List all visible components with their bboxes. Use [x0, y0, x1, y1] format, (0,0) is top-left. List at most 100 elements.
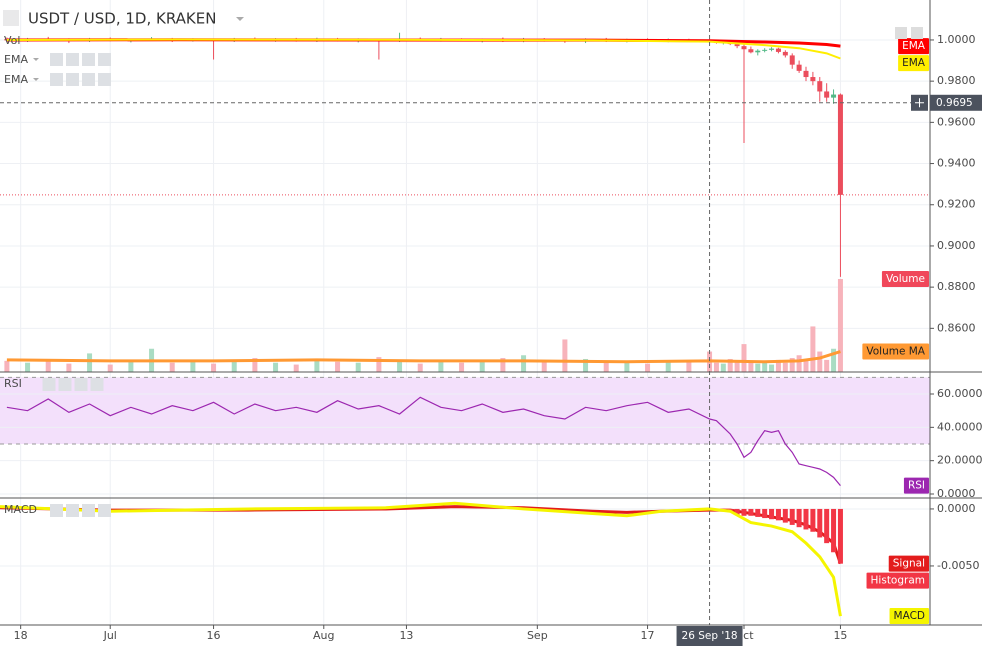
- legend-button[interactable]: [90, 378, 104, 391]
- volume-bar: [755, 363, 761, 372]
- grid-layer: [0, 0, 930, 625]
- series-tag-bg: [898, 38, 929, 55]
- volume-bar: [417, 363, 423, 372]
- histogram-bar: [796, 508, 802, 528]
- volume-bar: [66, 363, 72, 372]
- volume-bar: [521, 355, 527, 372]
- legend-button[interactable]: [98, 73, 111, 86]
- volume-bar: [4, 360, 10, 372]
- y-tick-label: 0.0000: [937, 502, 976, 515]
- legend-menu[interactable]: [33, 78, 39, 81]
- volume-bar: [727, 358, 733, 372]
- pane-button[interactable]: [895, 27, 907, 39]
- series-tag-bg: [862, 343, 929, 360]
- y-tick-label: 40.0000: [937, 420, 982, 433]
- series-tag-bg: [881, 271, 929, 287]
- legend-button[interactable]: [50, 53, 63, 66]
- pane-button[interactable]: [911, 27, 923, 39]
- axis-layer: 18 Jul 16 Aug 13 Sep 17 Oct 151.00000.98000.9600…: [14, 33, 982, 646]
- crosshair-plus[interactable]: [915, 98, 924, 108]
- indicator-legend: EMA: [4, 73, 28, 86]
- volume-bar: [796, 355, 802, 372]
- candle-body: [803, 70, 809, 78]
- legend-button[interactable]: [58, 378, 72, 391]
- histogram-bar: [824, 508, 830, 544]
- volume-bar: [624, 360, 630, 372]
- series-tag: EMA: [902, 40, 926, 52]
- y-tick-label: 20.0000: [937, 454, 982, 467]
- series-tag: EMA: [902, 57, 926, 69]
- volume-bar: [734, 361, 740, 372]
- candle-body: [4, 38, 10, 41]
- legend-button[interactable]: [66, 53, 79, 66]
- symbol-icon[interactable]: [3, 10, 19, 26]
- volume-bar: [720, 363, 726, 372]
- pane-title: Vol: [4, 34, 20, 47]
- candle-body: [810, 77, 816, 82]
- crosshair-y-label-bg: [930, 94, 982, 111]
- rsi-band: [0, 377, 930, 444]
- volume-bar: [782, 362, 788, 372]
- candle-body: [837, 94, 843, 195]
- legend-button[interactable]: [50, 73, 63, 86]
- candle-body: [789, 55, 795, 65]
- histogram-bar: [762, 508, 768, 519]
- volume-bar: [25, 362, 31, 372]
- x-tick-label: Aug: [313, 629, 334, 642]
- legend-button[interactable]: [66, 504, 79, 517]
- legend-button[interactable]: [42, 378, 56, 391]
- volume-bar: [355, 362, 361, 372]
- pane-title: RSI: [4, 377, 22, 390]
- y-tick-label: 0.8600: [937, 321, 976, 334]
- series-tag-bg: [888, 555, 929, 572]
- legend-button[interactable]: [82, 504, 95, 517]
- y-tick-label: 0.9200: [937, 198, 976, 211]
- histogram-bar: [837, 508, 843, 564]
- legend-button[interactable]: [82, 53, 95, 66]
- legend-button[interactable]: [74, 378, 88, 391]
- volume-bar: [562, 339, 568, 372]
- histogram-bar: [789, 508, 795, 525]
- volume-bar: [397, 360, 403, 372]
- volume-bar: [775, 359, 781, 372]
- overlay-layer: Vol EMA EMA RSI MACD: [0, 0, 930, 625]
- candle-body: [831, 94, 837, 98]
- candle-body: [775, 48, 781, 52]
- x-tick-label: 18: [14, 629, 28, 642]
- series-tag: Volume: [886, 273, 925, 285]
- y-tick-label: 0.0000: [937, 487, 976, 500]
- legend-button[interactable]: [66, 73, 79, 86]
- volume-bar: [252, 358, 258, 372]
- crosshair-x-label-bg: [676, 626, 743, 646]
- candle-body: [748, 49, 754, 53]
- volume-bar: [645, 363, 651, 372]
- candle-body: [741, 46, 747, 50]
- series-tag-bg: [889, 608, 929, 624]
- y-tick-label: 60.0000: [937, 387, 982, 400]
- volume-bar: [45, 358, 51, 372]
- volume-bar: [686, 359, 692, 372]
- y-tick-label: 1.0000: [937, 33, 976, 46]
- volume-ma-line: [6, 350, 841, 364]
- title-menu[interactable]: [236, 17, 244, 21]
- legend-button[interactable]: [98, 504, 111, 517]
- crosshair-y-label: 0.9695: [936, 97, 973, 109]
- legend-button[interactable]: [98, 53, 111, 66]
- legend-button[interactable]: [82, 73, 95, 86]
- y-tick-label: 0.9600: [937, 115, 976, 128]
- candle-body: [824, 91, 830, 98]
- volume-bar: [769, 364, 775, 372]
- volume-bar: [831, 348, 837, 372]
- legend-button[interactable]: [50, 504, 63, 517]
- histogram-bar: [831, 508, 837, 553]
- candle-body: [796, 64, 802, 71]
- volume-bar: [603, 362, 609, 372]
- series-tag-bg: [903, 477, 929, 494]
- series-tag: RSI: [908, 480, 925, 492]
- volume-bar: [190, 359, 196, 372]
- volume-bar: [479, 361, 485, 372]
- series-tag: Histogram: [871, 575, 925, 587]
- candle-body: [782, 51, 788, 56]
- legend-menu[interactable]: [33, 58, 39, 61]
